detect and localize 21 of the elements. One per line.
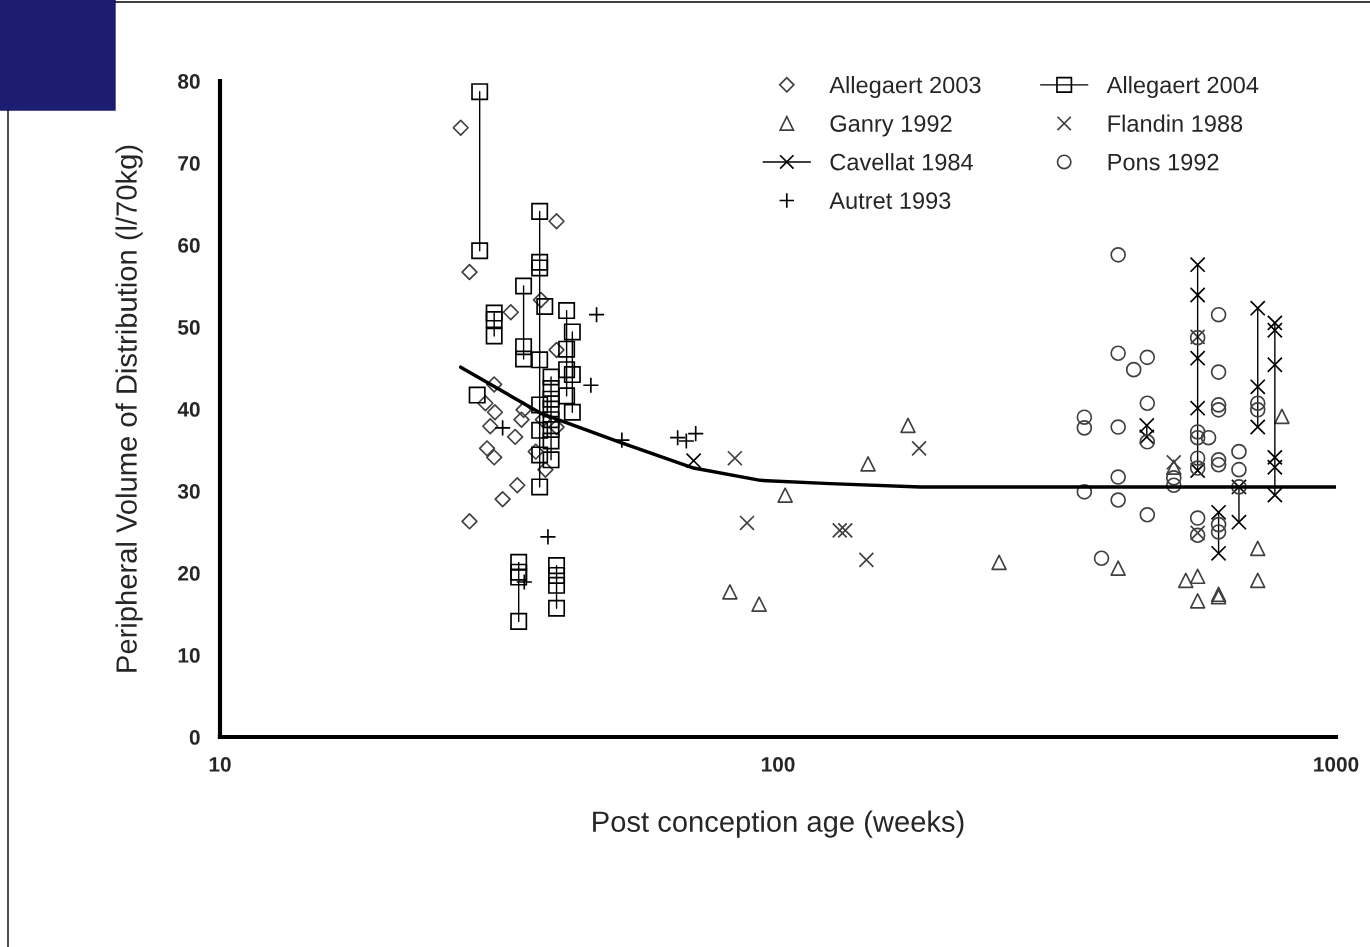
- y-tick-label: 30: [177, 484, 200, 499]
- x-axis-title: Post conception age (weeks): [593, 810, 964, 838]
- x-tick-label: 100: [761, 756, 795, 772]
- legend-label: Autret 1993: [829, 192, 951, 209]
- y-tick-label: 10: [178, 648, 200, 663]
- y-tick-label: 0: [189, 730, 200, 745]
- legend-label: Allegaert 2004: [1106, 76, 1259, 99]
- y-tick-label: 20: [178, 566, 200, 581]
- legend-label: Cavellat 1984: [830, 153, 973, 171]
- legend-label: Allegaert 2003: [829, 76, 981, 99]
- legend-label: Pons 1992: [1108, 153, 1219, 171]
- y-tick-label: 40: [177, 402, 200, 417]
- legend-label: Ganry 1992: [830, 115, 952, 137]
- y-tick-label: 70: [178, 156, 200, 171]
- legend-label: Flandin 1988: [1108, 114, 1243, 132]
- x-tick-label: 10: [209, 756, 231, 772]
- y-axis-title: Peripheral Volume of Distribution (l/70kg): [115, 145, 143, 672]
- x-tick-label: 1000: [1314, 756, 1359, 772]
- y-tick-label: 80: [178, 74, 200, 89]
- y-tick-label: 50: [178, 320, 200, 335]
- y-tick-label: 60: [178, 238, 200, 253]
